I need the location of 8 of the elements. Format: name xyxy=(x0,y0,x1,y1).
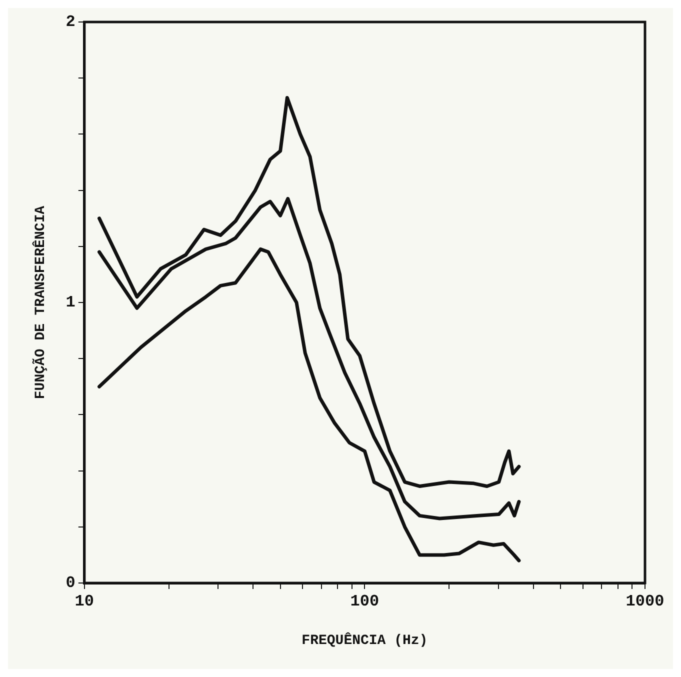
y-tick-label: 2 xyxy=(66,13,76,32)
x-axis-title: FREQUÊNCIA (Hz) xyxy=(302,632,428,650)
x-tick-label: 1000 xyxy=(626,592,664,611)
y-tick-label: 1 xyxy=(66,294,76,312)
x-tick-label: 10 xyxy=(74,592,94,611)
y-axis-title: FUNÇÃO DE TRANSFERÊNCIA xyxy=(32,205,49,400)
x-tick-label: 100 xyxy=(350,592,380,611)
y-tick-label: 0 xyxy=(66,574,76,592)
